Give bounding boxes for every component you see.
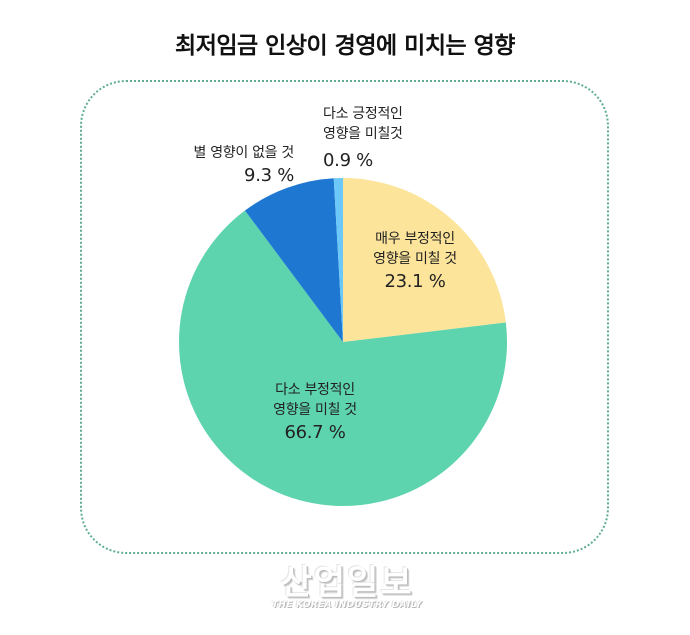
slice-label-no-impact: 별 영향이 없을 것 9.3 % — [150, 143, 294, 189]
slice-label-somewhat-negative: 다소 부정적인 영향을 미칠 것 66.7 % — [250, 380, 380, 446]
slice-value: 0.9 % — [323, 150, 373, 171]
pie-slice-somewhat-positive — [333, 178, 343, 342]
watermark-logo: 산업일보 THE KOREA INDUSTRY DAILY — [271, 563, 423, 610]
slice-value: 9.3 % — [244, 165, 294, 186]
pie-slice-somewhat-negative — [178, 210, 507, 507]
slice-value: 23.1 % — [384, 271, 446, 292]
pie-slice-very-negative — [343, 178, 506, 342]
chart-title: 최저임금 인상이 경영에 미치는 영향 — [175, 33, 515, 59]
chart-frame — [80, 80, 609, 554]
pie-slice-no-impact — [244, 178, 343, 342]
slice-label-somewhat-positive: 다소 긍정적인 영향을 미칠것 0.9 % — [323, 104, 453, 174]
slice-value: 66.7 % — [284, 422, 346, 443]
slice-label-very-negative: 매우 부정적인 영향을 미칠 것 23.1 % — [345, 229, 485, 295]
